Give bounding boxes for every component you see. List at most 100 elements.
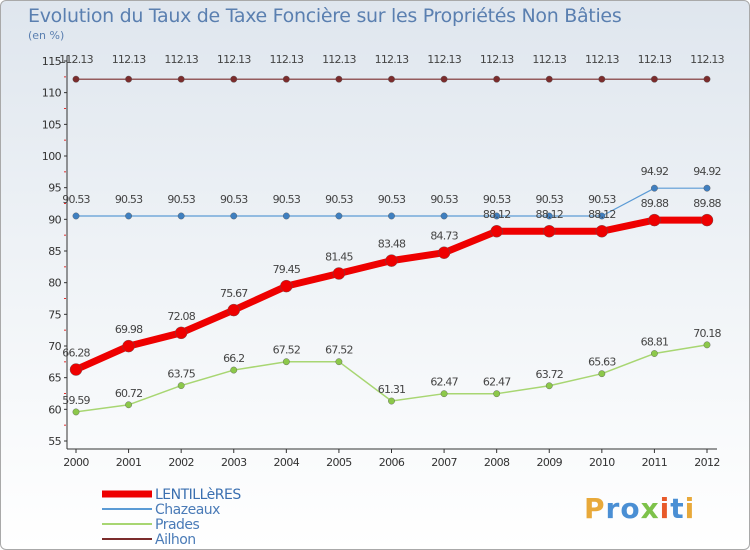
y-tick-label: 105	[42, 118, 62, 131]
data-label: 66.2	[223, 352, 244, 365]
data-point	[703, 341, 711, 349]
data-point	[177, 212, 185, 220]
data-label: 112.13	[322, 53, 356, 66]
data-point	[227, 303, 240, 317]
data-label: 88.12	[536, 208, 564, 221]
data-label: 61.31	[378, 383, 406, 396]
chart-unit-label: (en %)	[28, 29, 65, 42]
x-tick-label: 2004	[274, 456, 300, 469]
x-tick-label: 2010	[589, 456, 615, 469]
data-point	[385, 254, 398, 267]
logo-letter: P	[584, 492, 606, 525]
data-label: 112.13	[638, 53, 672, 66]
data-point	[545, 382, 553, 390]
data-point	[125, 401, 132, 409]
x-tick-label: 2002	[168, 456, 194, 469]
data-label: 90.53	[62, 193, 90, 206]
data-label: 59.59	[62, 394, 90, 407]
data-label: 112.13	[59, 53, 93, 66]
data-label: 112.13	[112, 53, 146, 66]
data-label: 63.75	[167, 368, 195, 381]
data-label: 89.88	[693, 197, 721, 210]
y-tick-label: 80	[48, 277, 61, 290]
data-point	[437, 246, 451, 259]
data-label: 112.13	[690, 53, 724, 66]
logo-letter: x	[641, 492, 660, 525]
data-point	[440, 212, 448, 220]
data-label: 84.73	[430, 230, 458, 243]
y-tick-label: 115	[42, 55, 62, 68]
x-tick-label: 2000	[63, 456, 89, 469]
data-point	[69, 363, 83, 376]
data-label: 94.92	[641, 165, 669, 178]
data-label: 90.53	[273, 193, 301, 206]
data-label: 90.53	[167, 193, 195, 206]
legend-label: LENTILLèRES	[155, 487, 241, 503]
data-label: 112.13	[217, 53, 251, 66]
data-label: 90.53	[220, 193, 248, 206]
data-label: 62.47	[430, 376, 458, 389]
data-point	[282, 358, 290, 366]
data-point	[72, 408, 80, 416]
data-point	[703, 184, 711, 192]
data-point	[648, 213, 661, 227]
data-label: 90.53	[588, 193, 616, 206]
data-point	[332, 267, 346, 280]
data-point	[598, 370, 606, 378]
data-point	[651, 75, 658, 83]
x-tick-label: 2011	[642, 456, 668, 469]
data-label: 112.13	[164, 53, 198, 66]
svg-text:Proxiti: Proxiti	[584, 492, 695, 525]
data-label: 66.28	[62, 347, 90, 360]
y-tick-label: 90	[48, 213, 61, 226]
data-label: 90.53	[325, 193, 353, 206]
y-tick-label: 70	[48, 340, 61, 353]
data-point	[177, 75, 185, 83]
data-point	[651, 350, 658, 357]
data-point	[335, 75, 343, 83]
x-tick-label: 2007	[431, 456, 457, 469]
data-point	[493, 390, 501, 398]
logo-letter: r	[606, 492, 621, 525]
data-label: 79.45	[273, 263, 301, 276]
data-label: 72.08	[167, 310, 195, 323]
series-chazeaux: 90.53 90.53 90.53 90.53 90.53 90.53 90.53 90.53…	[62, 165, 722, 220]
x-tick-label: 2005	[326, 456, 352, 469]
data-point	[72, 75, 80, 83]
data-label: 90.53	[378, 193, 406, 206]
data-point	[440, 390, 448, 398]
y-tick-label: 65	[48, 372, 61, 385]
data-label: 94.92	[693, 165, 721, 178]
y-tick-label: 110	[42, 87, 62, 100]
data-point	[598, 212, 606, 220]
data-label: 112.13	[427, 53, 461, 66]
series-prades: 59.59 60.72 63.75 66.2 67.52 67.52 61.31 62.47 6…	[62, 327, 722, 416]
data-label: 88.12	[483, 208, 511, 221]
data-point	[230, 366, 238, 374]
data-label: 63.72	[536, 368, 564, 381]
data-point	[493, 75, 501, 83]
data-point	[335, 212, 343, 220]
x-tick-label: 2003	[221, 456, 247, 469]
x-tick-label: 2006	[379, 456, 405, 469]
data-label: 88.12	[588, 208, 616, 221]
data-point	[598, 75, 606, 83]
data-label: 90.53	[483, 193, 511, 206]
data-label: 112.13	[269, 53, 303, 66]
data-label: 81.45	[325, 250, 353, 263]
data-label: 70.18	[693, 327, 721, 340]
data-point	[230, 212, 238, 220]
data-point	[703, 75, 711, 83]
data-label: 89.88	[641, 197, 669, 210]
chart-plot-area: 112.13 112.13 112.13 112.13 112.13 112.13 112.…	[59, 53, 725, 416]
chart-title: Evolution du Taux de Taxe Foncière sur l…	[28, 5, 622, 27]
data-point	[595, 225, 609, 238]
data-point	[177, 382, 185, 389]
chart-axes: 55 60 65 70 75 80 85 90 95 100 105 110 115 2000 2001 20…	[42, 55, 721, 469]
data-label: 68.81	[641, 336, 669, 349]
data-point	[543, 225, 556, 238]
data-point	[174, 326, 188, 340]
data-point	[280, 279, 293, 293]
